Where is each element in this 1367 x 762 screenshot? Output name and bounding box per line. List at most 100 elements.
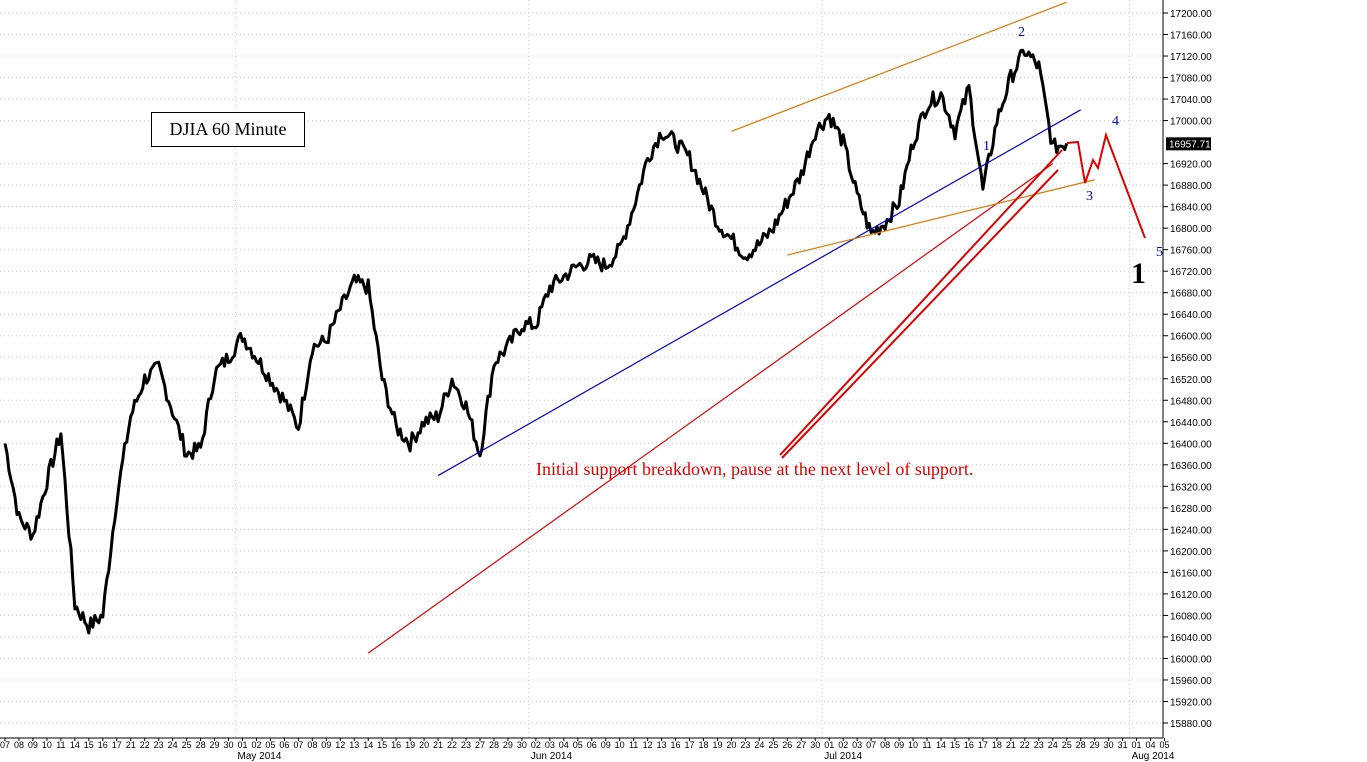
x-month-label: Aug 2014 [1132, 751, 1175, 762]
wave-label: 3 [1086, 189, 1093, 204]
x-tick-label: 16 [671, 740, 681, 750]
chart-title: DJIA 60 Minute [151, 112, 305, 147]
x-tick-label: 17 [685, 740, 695, 750]
y-tick-label: 16880.00 [1170, 181, 1212, 192]
x-tick-label: 30 [810, 740, 820, 750]
x-tick-label: 09 [601, 740, 611, 750]
y-tick-label: 16720.00 [1170, 267, 1212, 278]
y-tick-label: 16280.00 [1170, 504, 1212, 515]
x-tick-label: 28 [1076, 740, 1086, 750]
x-tick-label: 22 [140, 740, 150, 750]
x-tick-label: 24 [168, 740, 178, 750]
x-tick-label: 06 [587, 740, 597, 750]
y-tick-label: 16560.00 [1170, 353, 1212, 364]
x-tick-label: 04 [559, 740, 569, 750]
x-tick-label: 08 [14, 740, 24, 750]
projection-path [1066, 131, 1146, 239]
x-tick-label: 09 [28, 740, 38, 750]
y-tick-label: 16160.00 [1170, 568, 1212, 579]
x-tick-label: 03 [852, 740, 862, 750]
y-tick-label: 16120.00 [1170, 590, 1212, 601]
x-tick-label: 05 [1160, 740, 1170, 750]
x-tick-label: 27 [475, 740, 485, 750]
y-tick-label: 16920.00 [1170, 160, 1212, 171]
x-tick-label: 05 [573, 740, 583, 750]
y-tick-label: 16640.00 [1170, 310, 1212, 321]
annotation-arrow [779, 149, 1063, 456]
y-tick-label: 16360.00 [1170, 461, 1212, 472]
y-tick-label: 16400.00 [1170, 439, 1212, 450]
last-price-box [1166, 137, 1211, 151]
x-tick-label: 17 [978, 740, 988, 750]
x-tick-label: 08 [880, 740, 890, 750]
x-tick-label: 06 [279, 740, 289, 750]
trendline [437, 109, 1081, 477]
x-tick-label: 21 [1006, 740, 1016, 750]
y-tick-label: 15920.00 [1170, 697, 1212, 708]
x-tick-label: 29 [1090, 740, 1100, 750]
wave-label: 2 [1018, 25, 1025, 40]
x-tick-label: 21 [126, 740, 136, 750]
x-tick-label: 20 [726, 740, 736, 750]
annotation-text: Initial support breakdown, pause at the … [536, 459, 974, 479]
x-tick-label: 02 [251, 740, 261, 750]
x-tick-label: 14 [363, 740, 373, 750]
x-tick-label: 28 [196, 740, 206, 750]
x-tick-label: 11 [922, 740, 931, 750]
wave-label: 4 [1112, 114, 1119, 129]
y-tick-label: 17120.00 [1170, 52, 1212, 63]
annotation-arrow [781, 169, 1059, 459]
price-series [3, 48, 1069, 635]
x-month-label: May 2014 [237, 751, 281, 762]
x-tick-label: 29 [210, 740, 220, 750]
x-tick-label: 24 [754, 740, 764, 750]
x-tick-label: 30 [224, 740, 234, 750]
x-tick-label: 18 [698, 740, 708, 750]
trend-overlays [367, 1, 1146, 654]
x-tick-label: 20 [419, 740, 429, 750]
x-tick-label: 23 [1034, 740, 1044, 750]
x-tick-label: 08 [307, 740, 317, 750]
y-tick-label: 16320.00 [1170, 482, 1212, 493]
y-tick-label: 16520.00 [1170, 375, 1212, 386]
x-tick-label: 11 [629, 740, 638, 750]
y-tick-label: 15880.00 [1170, 719, 1212, 730]
x-tick-label: 09 [321, 740, 331, 750]
x-tick-label: 02 [838, 740, 848, 750]
x-tick-label: 19 [712, 740, 722, 750]
x-tick-label: 16 [964, 740, 974, 750]
trendline [787, 179, 1095, 256]
grid-lines [0, 0, 1163, 738]
y-tick-label: 16840.00 [1170, 203, 1212, 214]
wave-label: 1 [983, 139, 990, 154]
x-tick-label: 30 [1104, 740, 1114, 750]
x-tick-label: 07 [0, 740, 10, 750]
x-tick-label: 11 [56, 740, 65, 750]
x-tick-label: 09 [894, 740, 904, 750]
x-tick-label: 15 [377, 740, 387, 750]
x-tick-label: 25 [1062, 740, 1072, 750]
trendline [731, 1, 1067, 132]
x-tick-label: 22 [1020, 740, 1030, 750]
y-tick-label: 16800.00 [1170, 224, 1212, 235]
y-tick-label: 16440.00 [1170, 418, 1212, 429]
x-tick-label: 04 [1146, 740, 1156, 750]
y-tick-label: 16040.00 [1170, 633, 1212, 644]
y-tick-label: 17040.00 [1170, 95, 1212, 106]
x-tick-label: 13 [657, 740, 667, 750]
x-tick-label: 17 [112, 740, 122, 750]
x-tick-label: 03 [545, 740, 555, 750]
x-tick-label: 13 [349, 740, 359, 750]
x-tick-label: 16 [98, 740, 108, 750]
x-tick-label: 22 [447, 740, 457, 750]
y-tick-label: 16000.00 [1170, 654, 1212, 665]
x-tick-label: 23 [461, 740, 471, 750]
trendline [367, 163, 1054, 654]
x-tick-label: 16 [391, 740, 401, 750]
x-tick-label: 07 [866, 740, 876, 750]
x-tick-label: 01 [237, 740, 247, 750]
y-tick-label: 17200.00 [1170, 9, 1212, 20]
x-tick-label: 26 [782, 740, 792, 750]
x-tick-label: 30 [517, 740, 527, 750]
